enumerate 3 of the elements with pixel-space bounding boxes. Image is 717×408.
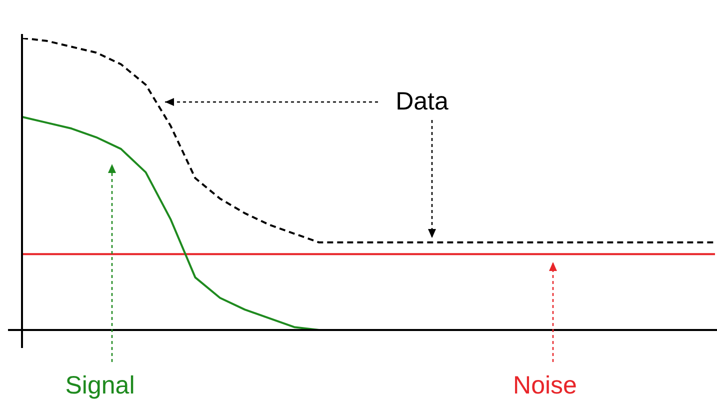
text: Noise xyxy=(513,372,577,400)
text: Data xyxy=(396,88,448,116)
text: Signal xyxy=(65,372,135,400)
